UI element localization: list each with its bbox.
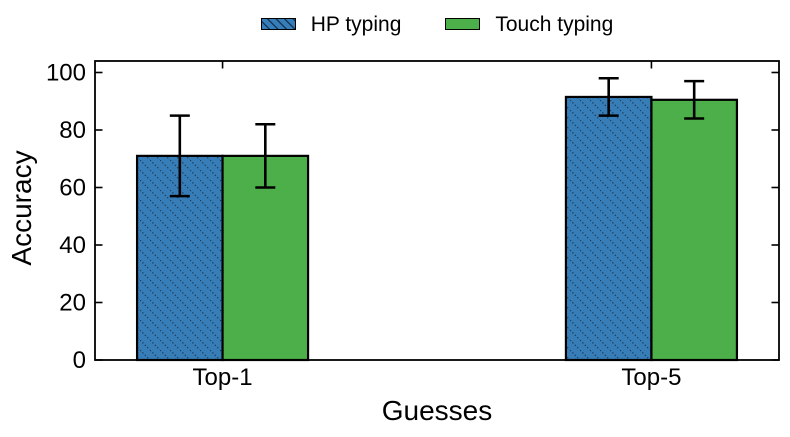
category-label-top-1: Top-1: [193, 364, 253, 391]
errorbar-hp-typing-top-1: [169, 114, 190, 198]
bar-hp-typing-top-5-hatch: [565, 96, 652, 360]
y-tick-label-40: 40: [59, 232, 86, 259]
chart-legend: HP typing Touch typing: [95, 9, 779, 39]
legend-swatch-hp-typing-icon: [260, 18, 296, 30]
y-tick-label-100: 100: [46, 60, 86, 87]
legend-item-hp-typing: HP typing: [260, 12, 402, 36]
errorbar-hp-typing-top-5: [598, 76, 619, 117]
errorbar-touch-typing-top-1: [255, 122, 276, 189]
errorbar-touch-typing-top-5: [684, 79, 705, 120]
legend-swatch-touch-typing-icon: [445, 18, 481, 30]
legend-item-touch-typing: Touch typing: [445, 14, 613, 35]
legend-label-touch-typing: Touch typing: [495, 12, 614, 36]
y-tick-label-60: 60: [59, 175, 86, 202]
x-axis-label: Guesses: [381, 395, 493, 426]
y-tick-label-80: 80: [59, 117, 86, 144]
legend-label-hp-typing: HP typing: [310, 12, 402, 36]
category-label-top-5: Top-5: [621, 364, 681, 391]
bar-touch-typing-top-5: [651, 99, 737, 360]
y-tick-label-0: 0: [73, 347, 86, 374]
y-tick-label-20: 20: [59, 290, 86, 317]
bar-touch-typing-top-1: [222, 155, 309, 360]
y-axis-label: Accuracy: [6, 150, 37, 266]
plot-frame: [94, 60, 780, 361]
